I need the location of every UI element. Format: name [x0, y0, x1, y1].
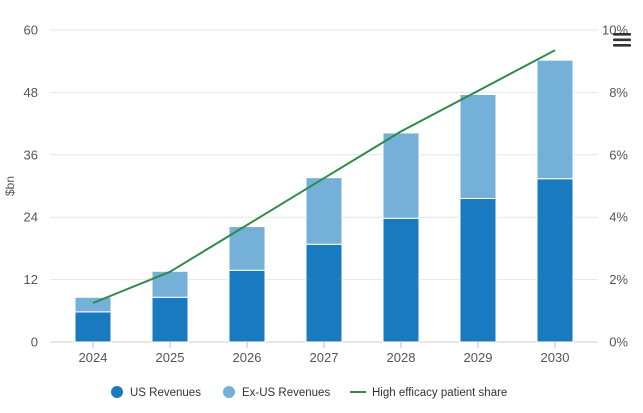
line-series [92, 49, 556, 304]
y-axis-title: $bn [3, 176, 17, 196]
line-high-efficacy-patient-share[interactable] [92, 49, 556, 304]
legend-high-efficacy-patient-share[interactable]: High efficacy patient share [350, 387, 507, 399]
bar-us-revenues[interactable] [459, 197, 497, 343]
bar-ex-us-revenues[interactable] [382, 132, 420, 219]
hamburger-menu-icon[interactable] [613, 33, 631, 47]
bar-ex-us-revenues[interactable] [305, 177, 343, 245]
bar-us-revenues[interactable] [382, 217, 420, 343]
y2-tick-label: 4% [609, 210, 628, 225]
y-tick-label: 12 [24, 272, 38, 287]
x-tick-label: 2029 [464, 350, 493, 365]
legend: US Revenues Ex-US Revenues High efficacy p… [111, 386, 507, 399]
y2-tick-label: 6% [609, 147, 628, 162]
bar-us-revenues[interactable] [74, 311, 112, 343]
x-tick-label: 2024 [79, 350, 108, 365]
y2-tick-label: 8% [609, 85, 628, 100]
y2-tick-label: 2% [609, 272, 628, 287]
y-tick-label: 0 [31, 335, 38, 350]
legend-ex-us-revenues[interactable]: Ex-US Revenues [223, 386, 330, 399]
y2-tick-label: 0% [609, 335, 628, 350]
bar-ex-us-revenues[interactable] [74, 296, 112, 313]
x-tick-label: 2025 [156, 350, 185, 365]
legend-marker [111, 386, 123, 398]
bar-us-revenues[interactable] [536, 178, 574, 343]
bar-ex-us-revenues[interactable] [459, 93, 497, 199]
y-tick-label: 48 [24, 85, 38, 100]
bar-ex-us-revenues[interactable] [151, 270, 189, 298]
legend-label: US Revenues [130, 387, 201, 399]
bars [74, 59, 574, 343]
bar-us-revenues[interactable] [228, 269, 266, 343]
y-tick-label: 24 [24, 210, 38, 225]
x-tick-label: 2026 [233, 350, 262, 365]
x-tick-label: 2030 [541, 350, 570, 365]
bar-ex-us-revenues[interactable] [228, 226, 266, 271]
y-tick-label: 60 [24, 23, 38, 38]
legend-label: Ex-US Revenues [242, 387, 330, 399]
x-tick-label: 2028 [387, 350, 416, 365]
y-tick-label: 36 [24, 147, 38, 162]
legend-label: High efficacy patient share [372, 387, 507, 399]
x-tick-label: 2027 [310, 350, 339, 365]
legend-us-revenues[interactable]: US Revenues [111, 386, 201, 399]
legend-marker [223, 386, 235, 398]
bar-ex-us-revenues[interactable] [536, 59, 574, 180]
bar-us-revenues[interactable] [151, 296, 189, 343]
bar-us-revenues[interactable] [305, 243, 343, 343]
